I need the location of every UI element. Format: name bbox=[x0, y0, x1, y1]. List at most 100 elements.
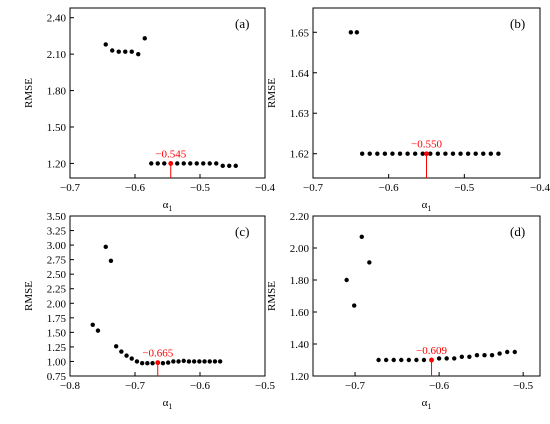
data-point bbox=[108, 258, 114, 263]
data-point bbox=[391, 357, 396, 363]
y-tick-label: 0.75 bbox=[47, 371, 67, 383]
y-tick-label: 2.40 bbox=[47, 13, 67, 25]
chart-panel-4: −0.7 −0.6 −0.5 1.20 1.40 1.60 1.80 2.00 2.20 α1 RM… bbox=[266, 211, 541, 411]
y-tick-label: 1.64 bbox=[290, 68, 310, 80]
x-tick-label: −0.4 bbox=[530, 182, 550, 194]
data-point bbox=[390, 151, 395, 156]
data-point bbox=[435, 151, 441, 156]
x-axis-label: α1 bbox=[163, 397, 173, 411]
x-axis-label: α1 bbox=[422, 397, 432, 411]
data-point bbox=[129, 356, 134, 361]
chart-panel-1: −0.7 −0.6 −0.5 −0.4 1.20 1.50 1.80 2.10 2.40 α1 RM… bbox=[23, 7, 275, 213]
x-tick-label: −0.7 bbox=[60, 182, 80, 194]
data-point bbox=[214, 161, 219, 166]
y-tick-label: 1.62 bbox=[290, 149, 309, 161]
x-tick-label: −0.6 bbox=[190, 380, 210, 392]
plot-frame bbox=[69, 7, 266, 179]
x-tick-label: −0.6 bbox=[379, 182, 399, 194]
y-axis-label: RMSE bbox=[23, 281, 35, 311]
panel-label: (a) bbox=[235, 16, 249, 31]
data-point bbox=[124, 353, 129, 358]
data-point bbox=[459, 354, 465, 359]
y-tick-label: 3.25 bbox=[47, 226, 67, 238]
y-axis-label: RMSE bbox=[23, 78, 35, 108]
panel-label: (d) bbox=[510, 224, 525, 239]
y-tick-label: 1.20 bbox=[290, 371, 310, 383]
optimum-label: −0.665 bbox=[142, 348, 173, 360]
data-point bbox=[414, 357, 419, 363]
data-point bbox=[145, 361, 150, 366]
data-point bbox=[421, 357, 427, 363]
data-point bbox=[139, 361, 145, 366]
y-tick-label: 1.60 bbox=[290, 307, 310, 319]
plot-frame bbox=[69, 215, 266, 377]
y-tick-label: 1.63 bbox=[290, 108, 310, 120]
y-tick-label: 1.50 bbox=[47, 122, 67, 134]
data-point bbox=[220, 163, 225, 169]
x-tick-label: −0.5 bbox=[454, 182, 474, 194]
data-point bbox=[142, 36, 147, 41]
x-tick-label: −0.7 bbox=[125, 380, 145, 392]
data-point bbox=[175, 161, 180, 166]
y-tick-label: 3.50 bbox=[47, 211, 67, 223]
data-point bbox=[351, 303, 357, 308]
optimum-point bbox=[429, 357, 434, 363]
y-tick-label: 2.25 bbox=[47, 284, 67, 296]
data-point bbox=[162, 161, 167, 166]
data-point bbox=[412, 151, 418, 156]
data-point bbox=[344, 277, 349, 283]
data-point bbox=[436, 356, 442, 361]
data-point bbox=[207, 161, 212, 166]
data-point bbox=[129, 49, 134, 54]
data-point bbox=[465, 151, 471, 156]
data-point bbox=[191, 359, 197, 364]
data-point bbox=[505, 349, 510, 355]
y-tick-label: 2.50 bbox=[47, 269, 67, 281]
y-tick-label: 2.20 bbox=[290, 211, 310, 223]
data-point bbox=[367, 151, 372, 156]
data-point bbox=[113, 344, 119, 349]
optimum-label: −0.545 bbox=[155, 148, 186, 160]
data-point bbox=[103, 42, 108, 47]
data-point bbox=[420, 151, 425, 156]
data-point bbox=[376, 357, 381, 363]
data-point bbox=[359, 151, 365, 156]
panel-label: (b) bbox=[510, 16, 525, 31]
data-point bbox=[481, 151, 486, 156]
y-tick-label: 1.75 bbox=[47, 313, 67, 325]
y-tick-label: 2.10 bbox=[47, 49, 67, 61]
x-tick-label: −0.8 bbox=[60, 380, 80, 392]
data-point bbox=[367, 260, 372, 265]
data-point bbox=[496, 151, 501, 156]
data-point bbox=[134, 359, 140, 364]
y-tick-label: 1.50 bbox=[47, 327, 67, 339]
data-point bbox=[233, 163, 238, 169]
data-point bbox=[155, 161, 160, 166]
data-point bbox=[110, 48, 115, 53]
data-point bbox=[473, 151, 478, 156]
chart-panel-3: −0.8 −0.7 −0.6 −0.5 0.75 1.00 1.25 1.50 1.75 2.00… bbox=[23, 211, 275, 411]
data-point bbox=[136, 51, 141, 57]
data-point bbox=[165, 360, 171, 365]
data-point bbox=[482, 353, 487, 358]
y-tick-label: 1.80 bbox=[290, 275, 310, 287]
data-point bbox=[150, 361, 155, 366]
data-point bbox=[197, 359, 202, 364]
data-point bbox=[176, 359, 181, 364]
data-point bbox=[383, 357, 389, 363]
x-tick-label: −0.6 bbox=[125, 182, 145, 194]
data-point bbox=[149, 161, 154, 166]
optimum-point bbox=[155, 360, 161, 366]
optimum-label: −0.550 bbox=[411, 139, 442, 151]
chart-panel-2: −0.7 −0.6 −0.5 −0.4 1.62 1.63 1.64 1.65 α1 RMSE (b… bbox=[266, 7, 550, 213]
data-point bbox=[452, 356, 457, 361]
data-point bbox=[397, 151, 403, 156]
y-tick-label: 2.00 bbox=[47, 298, 67, 310]
data-point bbox=[458, 151, 463, 156]
y-tick-label: 1.25 bbox=[47, 342, 67, 354]
data-point bbox=[194, 161, 199, 166]
x-tick-label: −0.5 bbox=[190, 182, 210, 194]
data-point bbox=[119, 349, 124, 354]
data-point bbox=[406, 357, 412, 363]
